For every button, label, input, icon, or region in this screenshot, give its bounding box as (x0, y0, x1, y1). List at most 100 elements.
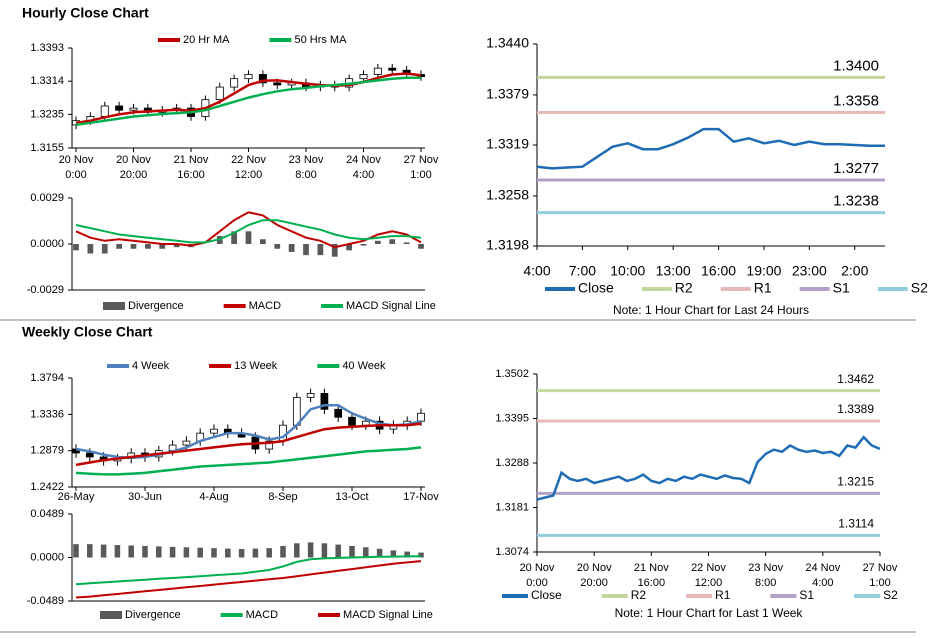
y-tick-label: 1.3288 (495, 457, 529, 469)
divergence-bar (197, 547, 203, 558)
divergence-bar (274, 244, 281, 249)
y-tick-label: -0.0029 (27, 284, 64, 296)
series-line (75, 560, 422, 599)
y-tick-label: 1.3074 (495, 546, 529, 558)
candle-body (215, 86, 224, 101)
divergence-bar (346, 244, 352, 251)
legend-label: S1 (833, 280, 850, 296)
x-tick-label: 20 Nov 20:00 (116, 154, 151, 181)
divergence-bar (360, 244, 367, 246)
divergence-bar (260, 239, 266, 244)
x-tick-label: 24 Nov 4:00 (805, 562, 840, 589)
divergence-bar (331, 244, 338, 257)
divergence-bar (145, 244, 151, 249)
legend-label: S1 (799, 588, 814, 602)
candle-body (210, 428, 218, 434)
level-label: 1.3358 (833, 92, 879, 109)
legend-label: R1 (715, 588, 731, 602)
divergence-bar (173, 244, 180, 248)
chart-note: Note: 1 Hour Chart for Last 1 Week (615, 606, 804, 620)
legend-label: 4 Week (132, 360, 170, 372)
divergence-bar (317, 244, 324, 256)
y-tick-label: 1.2422 (30, 481, 64, 493)
y-tick-label: 1.3314 (30, 75, 64, 87)
legend-label: 13 Week (234, 360, 278, 372)
x-tick-label: 13:00 (656, 263, 691, 279)
divergence-bar (307, 542, 314, 558)
y-tick-label: 1.3235 (30, 108, 64, 120)
divergence-bar (389, 239, 396, 244)
candle-body (244, 74, 253, 80)
divergence-bar (87, 244, 94, 254)
divergence-bar (159, 244, 166, 249)
divergence-bar (87, 544, 93, 558)
x-tick-label: 4-Aug (199, 491, 228, 503)
legend-label: R2 (675, 280, 693, 296)
legend-label: MACD (249, 300, 281, 312)
divergence-bar (363, 547, 369, 558)
level-label: 1.3462 (837, 372, 874, 386)
legend-label: 50 Hrs MA (294, 34, 347, 46)
candle-body (373, 67, 382, 75)
y-tick-label: 1.3258 (486, 187, 529, 203)
level-label: 1.3400 (833, 57, 879, 74)
candle-body (100, 105, 109, 117)
divergence-bar (303, 244, 309, 256)
divergence-bar (418, 244, 424, 249)
y-tick-label: 1.3181 (495, 501, 529, 513)
candle-body (320, 393, 329, 410)
x-tick-label: 26-May (58, 491, 95, 503)
series-line (536, 435, 881, 501)
divergence-bar (403, 242, 410, 244)
candle-body (388, 67, 397, 71)
divergence-bar (169, 546, 176, 558)
legend-label: R2 (631, 588, 647, 602)
x-tick-label: 16:00 (701, 263, 736, 279)
x-tick-label: 10:00 (610, 263, 645, 279)
x-tick-label: 22 Nov 12:00 (691, 562, 726, 589)
divergence-bar (321, 543, 328, 558)
divergence-bar (294, 543, 300, 558)
divergence-bar (128, 545, 134, 558)
divergence-bar (238, 549, 245, 558)
candle-body (361, 420, 370, 426)
legend-label: S2 (883, 588, 898, 602)
y-tick-label: 1.3393 (30, 42, 64, 54)
y-tick-label: 1.3336 (30, 408, 64, 420)
divergence-bar (73, 244, 79, 251)
y-tick-label: 0.0000 (30, 551, 64, 563)
x-tick-label: 27 Nov 1:00 (863, 562, 898, 589)
divergence-bar (130, 244, 137, 249)
series-line (75, 211, 422, 249)
section-title: Hourly Close Chart (22, 5, 149, 21)
x-tick-label: 27 Nov 1:00 (404, 154, 439, 181)
series-line (75, 219, 422, 244)
divergence-bar (266, 548, 272, 558)
legend-label: MACD Signal Line (343, 609, 433, 621)
divergence-bar (280, 545, 286, 558)
x-tick-label: 19:00 (746, 263, 781, 279)
y-tick-label: 0.0029 (30, 192, 64, 204)
divergence-bar (100, 544, 107, 558)
candle-body (359, 74, 368, 80)
x-tick-label: 17-Nov (403, 491, 439, 503)
divergence-bar (390, 550, 397, 558)
divergence-bar (288, 244, 295, 252)
divergence-bar (404, 551, 410, 558)
divergence-bar (183, 547, 190, 558)
legend-label: R1 (754, 280, 772, 296)
divergence-bar (142, 545, 148, 558)
divergence-bar (335, 544, 341, 558)
divergence-bar (418, 552, 424, 558)
x-tick-label: 23 Nov 8:00 (748, 562, 783, 589)
series-line (75, 555, 422, 586)
candle-body (265, 440, 274, 450)
divergence-bar (376, 548, 383, 558)
candle-body (306, 393, 315, 398)
y-tick-label: 1.3502 (495, 368, 529, 380)
divergence-bar (231, 231, 237, 244)
legend-label: 40 Week (342, 360, 386, 372)
series-line (536, 127, 885, 170)
legend-label: MACD Signal Line (346, 300, 436, 312)
